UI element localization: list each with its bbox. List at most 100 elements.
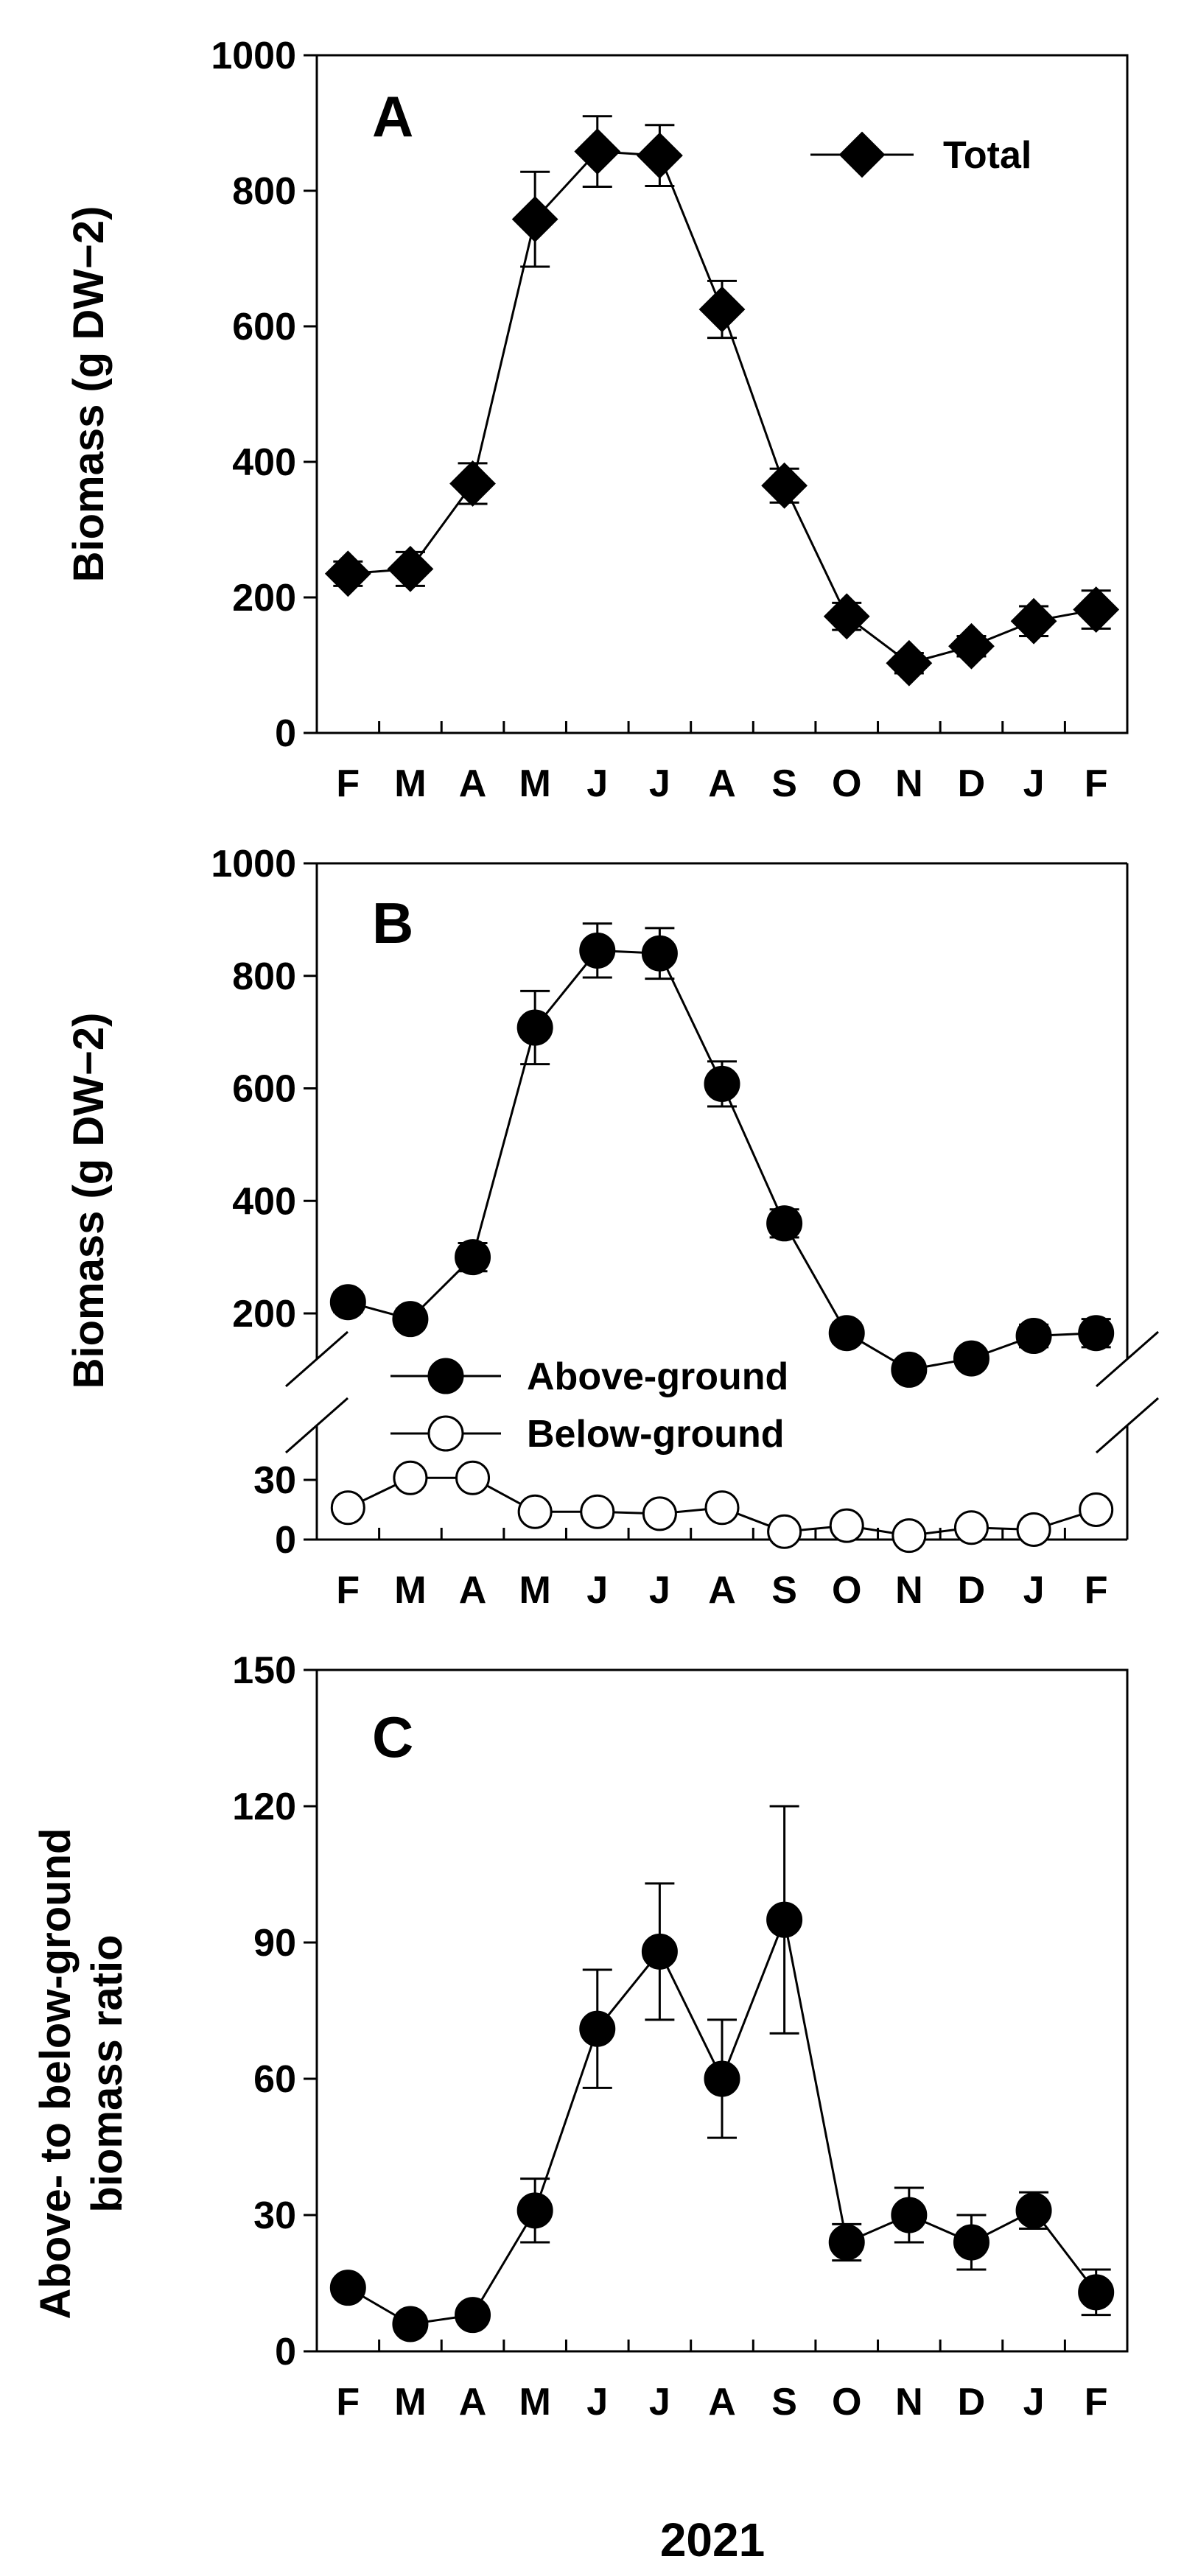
x-tick-label: J [649, 762, 670, 805]
x-tick-label: M [394, 1569, 426, 1612]
x-tick-label: J [1023, 762, 1045, 805]
x-tick-label: N [895, 1569, 923, 1612]
y-tick-label: 200 [232, 1293, 296, 1336]
y-tick-label: 400 [232, 1180, 296, 1223]
y-tick-label: 90 [253, 1922, 296, 1965]
x-tick-label: F [1085, 762, 1108, 805]
x-tick-label: O [832, 1569, 861, 1612]
data-point-above-ground [579, 932, 616, 969]
data-point-above-ground [953, 1340, 989, 1377]
data-point-ratio [579, 2010, 616, 2047]
data-point-ratio [953, 2224, 989, 2261]
data-point-ratio [766, 1901, 803, 1938]
data-point-total [449, 460, 496, 507]
x-tick-label: D [958, 2381, 986, 2424]
data-point-above-ground [392, 1301, 429, 1338]
y-tick-label: 0 [275, 1519, 296, 1562]
legend-marker-below-ground [427, 1415, 464, 1452]
x-tick-label: F [336, 1569, 360, 1612]
data-point-above-ground [1015, 1318, 1052, 1355]
data-point-total [886, 639, 933, 687]
y-tick-label: 600 [232, 306, 296, 348]
data-point-ratio [516, 2192, 553, 2229]
y-tick-label: 800 [232, 170, 296, 213]
data-point-ratio [329, 2270, 366, 2306]
data-point-total [698, 286, 746, 333]
x-tick-label: M [394, 2381, 426, 2424]
x-tick-label: A [708, 2381, 736, 2424]
y-tick-label: 30 [253, 2194, 296, 2237]
x-tick-label: S [771, 1569, 797, 1612]
x-tick-label: A [708, 1569, 736, 1612]
y-tick-label: 30 [253, 1459, 296, 1502]
data-point-ratio [828, 2224, 865, 2261]
y-tick-label: 1000 [211, 35, 296, 77]
data-point-below-ground [580, 1494, 615, 1529]
data-point-below-ground [953, 1510, 989, 1545]
data-point-ratio [891, 2197, 928, 2233]
x-tick-label: J [1023, 2381, 1045, 2424]
data-point-above-ground [704, 1065, 740, 1102]
x-tick-label: N [895, 2381, 923, 2424]
data-point-total [636, 132, 683, 179]
y-tick-label: 800 [232, 955, 296, 998]
y-tick-label: 400 [232, 441, 296, 484]
y-axis-label: Biomass (g DW−2) [65, 1013, 113, 1389]
y-tick-label: 0 [275, 712, 296, 755]
data-point-below-ground [1079, 1492, 1114, 1527]
x-tick-label: M [394, 762, 426, 805]
panel-letter-a: A [372, 84, 413, 149]
x-tick-label: F [1085, 2381, 1108, 2424]
x-tick-label: F [336, 762, 360, 805]
data-point-below-ground [767, 1514, 802, 1549]
x-tick-label: A [708, 762, 736, 805]
y-tick-label: 0 [275, 2331, 296, 2373]
x-tick-label: A [459, 2381, 487, 2424]
data-point-above-ground [516, 1009, 553, 1046]
data-point-above-ground [641, 935, 678, 972]
x-tick-label: F [1085, 1569, 1108, 1612]
axis-break-mark [1096, 1397, 1159, 1454]
data-point-total [1073, 586, 1120, 633]
x-tick-label: S [771, 2381, 797, 2424]
x-tick-label: J [1023, 1569, 1045, 1612]
plot-frame [315, 1668, 1129, 2353]
y-axis-label-line-1: Above- to below-ground [32, 1828, 80, 2320]
data-point-total [823, 593, 870, 640]
x-tick-label: A [459, 762, 487, 805]
data-point-ratio [704, 2060, 740, 2097]
legend-marker-total [838, 131, 886, 178]
y-tick-label: 200 [232, 577, 296, 620]
data-point-ratio [455, 2297, 491, 2334]
panel-letter-b: B [372, 891, 413, 955]
x-tick-label: M [519, 1569, 550, 1612]
data-point-total [948, 622, 995, 670]
axis-break-mark [285, 1330, 348, 1388]
x-tick-label: A [459, 1569, 487, 1612]
y-tick-label: 120 [232, 1786, 296, 1828]
series-line-total [348, 150, 1096, 664]
data-point-above-ground [766, 1205, 803, 1242]
x-tick-label: J [586, 1569, 608, 1612]
y-tick-label: 600 [232, 1068, 296, 1111]
axis-break-mark [1096, 1330, 1159, 1388]
data-point-above-ground [329, 1284, 366, 1321]
x-tick-label: S [771, 762, 797, 805]
data-point-ratio [641, 1933, 678, 1970]
data-point-below-ground [704, 1490, 740, 1526]
legend-label-total: Total [943, 134, 1031, 177]
data-point-below-ground [393, 1460, 428, 1495]
axis-break-mark [285, 1397, 348, 1454]
data-point-total [387, 545, 434, 592]
y-axis-label: Biomass (g DW−2) [65, 206, 113, 583]
x-tick-label: F [336, 2381, 360, 2424]
data-point-total [574, 128, 621, 175]
series-line-above-ground [347, 949, 1096, 1371]
x-tick-label: J [649, 2381, 670, 2424]
data-point-below-ground [892, 1518, 927, 1554]
data-point-total [761, 462, 808, 509]
data-point-below-ground [330, 1490, 365, 1526]
data-point-total [1010, 597, 1057, 645]
